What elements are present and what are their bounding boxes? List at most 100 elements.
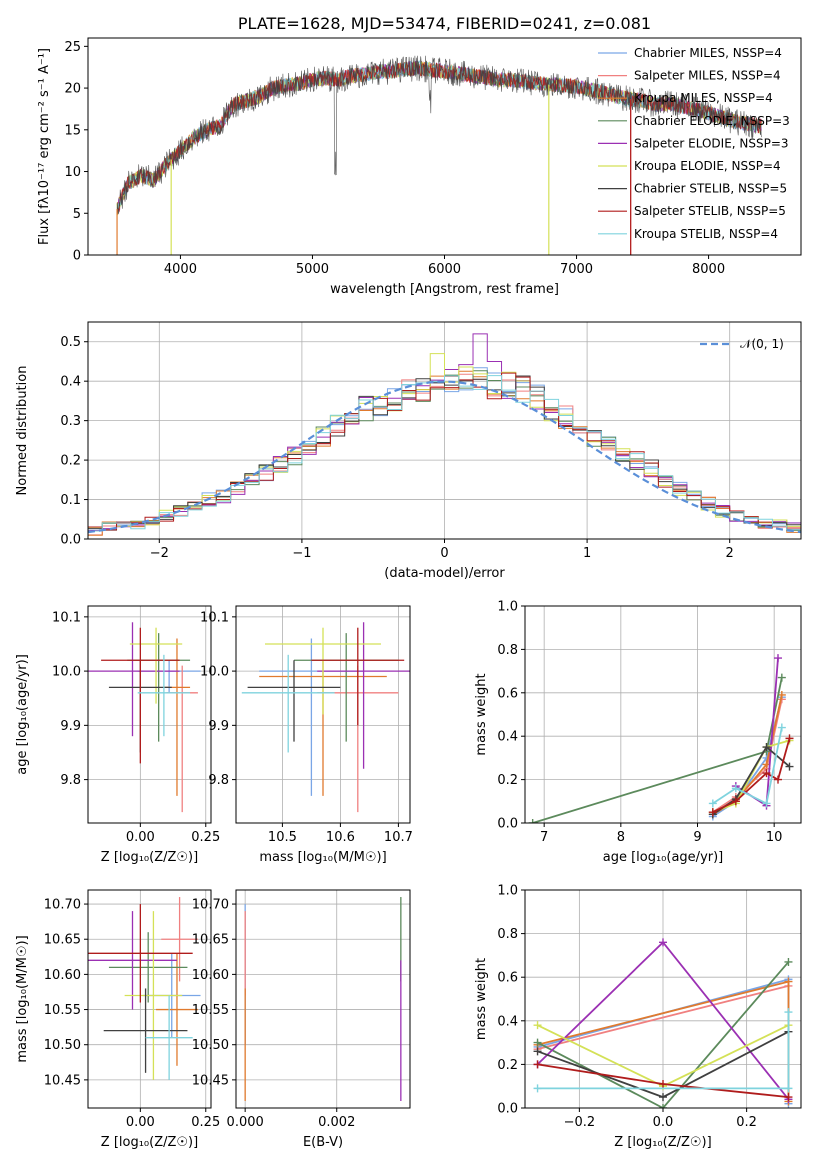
mass-weight-line bbox=[537, 961, 790, 1108]
y-tick-label: 9.8 bbox=[60, 773, 81, 788]
y-tick-label: 25 bbox=[64, 40, 81, 55]
x-axis-label: (data-model)/error bbox=[384, 566, 505, 581]
legend-label: Salpeter STELIB, NSSP=5 bbox=[634, 204, 786, 218]
y-tick-label: 0.6 bbox=[497, 686, 518, 701]
mass-weight-point bbox=[659, 938, 667, 947]
y-tick-label: 0.4 bbox=[497, 730, 518, 745]
plot-area-weight-vs-Z bbox=[525, 890, 801, 1108]
legend-label: Chabrier STELIB, NSSP=5 bbox=[634, 182, 787, 196]
x-axis-label: age [log₁₀(age/yr)] bbox=[603, 850, 724, 865]
x-tick-label: 7 bbox=[540, 830, 548, 845]
mass-weight-point bbox=[784, 1093, 793, 1102]
legend-label: Salpeter ELODIE, NSSP=3 bbox=[634, 136, 789, 150]
x-tick-label: 0.002 bbox=[318, 1115, 355, 1130]
mass-weight-point bbox=[777, 673, 786, 682]
x-tick-label: −1 bbox=[292, 546, 311, 561]
plot-area-spectrum bbox=[116, 55, 762, 255]
y-axis-label: age [log₁₀(age/yr)] bbox=[15, 654, 30, 775]
y-tick-label: 10 bbox=[64, 165, 81, 180]
mass-weight-line bbox=[532, 677, 783, 823]
legend-label: Chabrier MILES, NSSP=4 bbox=[634, 46, 782, 60]
x-tick-label: 10.5 bbox=[268, 830, 297, 845]
mass-weight-point bbox=[731, 797, 740, 806]
y-tick-label: 10.1 bbox=[52, 610, 81, 625]
mass-weight-point bbox=[659, 1104, 667, 1108]
mass-weight-line bbox=[735, 658, 779, 808]
plot-area-age-vs-Z bbox=[88, 606, 211, 823]
mass-weight-point bbox=[528, 819, 537, 823]
y-tick-label: 0.2 bbox=[60, 454, 81, 469]
y-tick-label: 0.2 bbox=[497, 1058, 518, 1073]
x-tick-label: −0.2 bbox=[564, 1115, 596, 1130]
y-tick-label: 9.8 bbox=[208, 773, 229, 788]
y-tick-label: 0.4 bbox=[497, 1014, 518, 1029]
x-axis-label: wavelength [Angstrom, rest frame] bbox=[330, 282, 559, 297]
legend-label: Kroupa MILES, NSSP=4 bbox=[634, 91, 773, 105]
plot-area-mass-vs-Z bbox=[88, 890, 211, 1108]
mass-weight-point bbox=[784, 977, 793, 986]
x-tick-label: 0.00 bbox=[126, 830, 155, 845]
mass-weight-point bbox=[708, 799, 717, 808]
y-tick-label: 5 bbox=[73, 207, 81, 222]
mass-weight-point bbox=[533, 1038, 542, 1047]
y-tick-label: 0.0 bbox=[497, 1102, 518, 1117]
x-tick-label: 4000 bbox=[164, 262, 197, 277]
x-tick-label: 5000 bbox=[296, 262, 329, 277]
panel-age-vs-Z: 0.00 0.25 9.8 9.9 10.0 10.1 Z [log₁₀(Z/Z☉)] age… bbox=[15, 605, 220, 865]
mass-weight-point bbox=[762, 799, 771, 808]
x-axis-label: mass [log₁₀(M/M☉)] bbox=[259, 850, 386, 865]
y-tick-label: 10.65 bbox=[44, 933, 81, 948]
y-axis-label: Flux [fλ10⁻¹⁷ erg cm⁻² s⁻¹ A⁻¹] bbox=[37, 48, 52, 245]
legend-label: Salpeter MILES, NSSP=4 bbox=[634, 69, 781, 83]
panel-weight-vs-age: 7 8 9 10 0.0 0.2 0.4 0.6 0.8 1.0 age [log₁₀(age/yr… bbox=[474, 600, 802, 865]
y-tick-label: 15 bbox=[64, 123, 81, 138]
residual-histogram bbox=[88, 353, 801, 531]
y-tick-label: 0.6 bbox=[497, 971, 518, 986]
mass-weight-point bbox=[777, 723, 786, 732]
plot-area-age-vs-mass bbox=[236, 606, 410, 823]
mass-weight-line bbox=[712, 727, 783, 805]
y-tick-label: 0.0 bbox=[497, 817, 518, 832]
x-tick-label: 0.25 bbox=[191, 1115, 220, 1130]
y-axis-label: mass weight bbox=[474, 673, 489, 755]
panel-mass-vs-EBV: 0.000 0.002 10.45 10.50 10.55 10.60 10.65 10.70… bbox=[192, 889, 411, 1150]
panel-mass-vs-Z: 0.00 0.25 10.45 10.50 10.55 10.60 10.65 10.70 Z … bbox=[15, 889, 220, 1150]
x-tick-label: 1 bbox=[583, 546, 591, 561]
mass-weight-point bbox=[762, 769, 771, 778]
mass-weight-point bbox=[731, 784, 740, 793]
y-tick-label: 10.60 bbox=[192, 968, 229, 983]
y-tick-label: 10.70 bbox=[192, 898, 229, 913]
mass-weight-point bbox=[784, 957, 793, 966]
y-tick-label: 10.60 bbox=[44, 968, 81, 983]
axes-frame bbox=[87, 321, 802, 540]
mass-weight-point bbox=[533, 1084, 542, 1093]
y-tick-label: 10.1 bbox=[200, 610, 229, 625]
axes-frame bbox=[524, 605, 802, 824]
x-tick-label: 2 bbox=[726, 546, 734, 561]
legend: Chabrier MILES, NSSP=4 Salpeter MILES, NS… bbox=[598, 46, 790, 241]
mass-weight-point bbox=[774, 775, 782, 784]
panel-weight-vs-Z: −0.2 0.0 0.2 0.0 0.2 0.4 0.6 0.8 1.0 Z [log₁₀(Z/Z… bbox=[474, 884, 802, 1150]
y-tick-label: 9.9 bbox=[208, 719, 229, 734]
axes-frame bbox=[87, 605, 212, 824]
y-tick-label: 0.2 bbox=[497, 773, 518, 788]
y-axis-label: mass weight bbox=[474, 958, 489, 1040]
legend: 𝒩(0, 1) bbox=[700, 337, 784, 351]
y-tick-label: 9.9 bbox=[60, 719, 81, 734]
plot-area-weight-vs-age bbox=[525, 606, 801, 823]
y-tick-label: 0.1 bbox=[60, 493, 81, 508]
y-tick-label: 0.5 bbox=[60, 335, 81, 350]
y-axis-label: mass [log₁₀(M/M☉)] bbox=[15, 935, 30, 1062]
mass-weight-point bbox=[708, 808, 717, 817]
y-tick-label: 10.55 bbox=[192, 1003, 229, 1018]
axes-frame bbox=[235, 889, 411, 1109]
x-tick-label: 9 bbox=[693, 830, 701, 845]
x-tick-label: 0.0 bbox=[653, 1115, 674, 1130]
panel-residuals: −2 −1 0 1 2 0.0 0.1 0.2 0.3 0.4 0.5 (data-model)/er… bbox=[15, 321, 802, 581]
residual-histogram bbox=[88, 375, 801, 532]
y-tick-label: 10.50 bbox=[44, 1038, 81, 1053]
y-tick-label: 1.0 bbox=[497, 884, 518, 899]
x-tick-label: 0.25 bbox=[191, 830, 220, 845]
y-tick-label: 10.65 bbox=[192, 933, 229, 948]
y-tick-label: 0.4 bbox=[60, 375, 81, 390]
